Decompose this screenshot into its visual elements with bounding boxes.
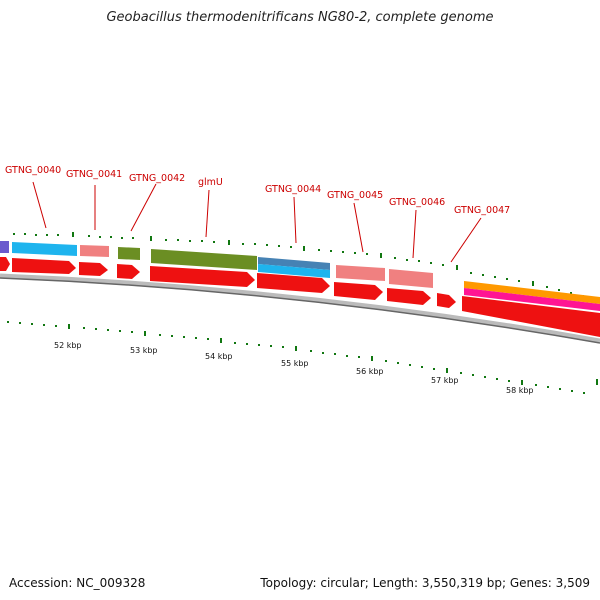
gene-label: glmU (198, 177, 223, 188)
cds-arrow (12, 258, 76, 274)
gene-label: GTNG_0040 (5, 165, 61, 176)
cds-track (0, 257, 600, 337)
kbp-label: 58 kbp (506, 386, 534, 395)
genome-backbone (0, 273, 600, 344)
feature-glmu-olive (151, 249, 257, 270)
gene-label: GTNG_0047 (454, 205, 510, 216)
kbp-label: 55 kbp (281, 359, 309, 368)
cds-arrow (437, 293, 456, 308)
kbp-label: 57 kbp (431, 376, 459, 385)
feature-gtng-0042-olive (118, 247, 140, 260)
gene-label: GTNG_0046 (389, 197, 445, 208)
feature-gtng-0044-slate (258, 257, 330, 270)
page-title: Geobacillus thermodenitrificans NG80-2, … (106, 10, 494, 25)
cds-arrow (117, 264, 140, 279)
upper-ticks (13, 232, 596, 300)
gene-labels: GTNG_0040 GTNG_0041 GTNG_0042 glmU GTNG_… (5, 165, 510, 216)
feature-gtng-0040-blue (12, 242, 77, 256)
label-leaders (32, 181, 482, 263)
cds-arrow (257, 273, 330, 293)
kbp-label: 54 kbp (205, 352, 233, 361)
genome-backbone-edge (0, 277, 600, 344)
feature-gtng-0047-orange (464, 281, 600, 304)
feature-purple (0, 241, 9, 253)
kbp-label: 56 kbp (356, 367, 384, 376)
kbp-label: 52 kbp (54, 341, 82, 350)
lower-ticks (7, 321, 598, 394)
cds-arrow (334, 282, 383, 300)
gene-label: GTNG_0042 (129, 173, 185, 184)
feature-track-upper (0, 241, 600, 311)
cds-arrow (79, 262, 108, 276)
feature-gtng-0047-magenta (464, 288, 600, 311)
cds-arrow (387, 288, 431, 305)
feature-gtng-0044-blue (258, 264, 330, 278)
genome-summary: Topology: circular; Length: 3,550,319 bp… (260, 576, 590, 590)
gene-label: GTNG_0041 (66, 169, 122, 180)
kbp-labels: 52 kbp 53 kbp 54 kbp 55 kbp 56 kbp 57 kb… (54, 341, 534, 395)
cds-arrow (462, 296, 600, 337)
feature-gtng-0045-pink (336, 265, 385, 281)
gene-label: GTNG_0044 (265, 184, 321, 195)
accession-label: Accession: NC_009328 (9, 576, 146, 590)
feature-gtng-0046-pink (389, 269, 433, 288)
cds-arrow (0, 257, 10, 271)
feature-gtng-0041-pink (80, 245, 109, 257)
cds-arrow (150, 266, 255, 287)
gene-label: GTNG_0045 (327, 190, 383, 201)
kbp-label: 53 kbp (130, 346, 158, 355)
